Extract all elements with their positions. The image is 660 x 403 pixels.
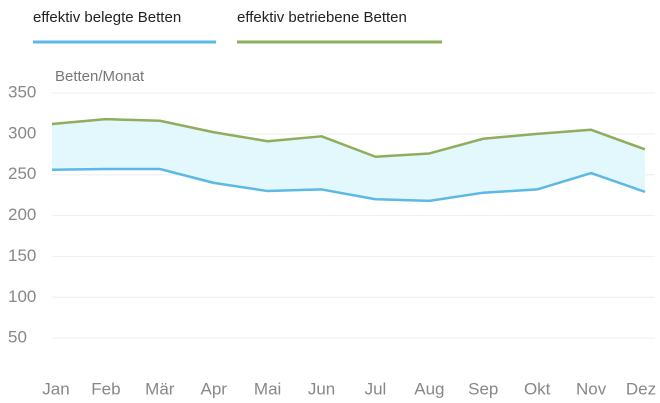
x-tick-label: Sep [468,379,498,398]
x-tick-label: Okt [524,379,551,398]
y-tick-label: 350 [8,82,36,101]
series-line [51,167,646,203]
legend-label: effektiv betriebene Betten [237,9,407,26]
y-tick-label: 50 [8,328,27,347]
x-tick-label: Jun [308,379,335,398]
y-tick-label: 250 [8,164,36,183]
legend-label: effektiv belegte Betten [33,9,181,26]
y-tick-label: 300 [8,123,36,142]
x-tick-label: Jul [365,379,387,398]
series-line [51,117,646,158]
x-tick-label: Mai [254,379,281,398]
x-tick-label: Apr [200,379,227,398]
x-tick-label: Nov [576,379,607,398]
x-tick-label: Mär [145,379,175,398]
y-tick-label: 200 [8,205,36,224]
y-tick-label: 150 [8,246,36,265]
x-tick-label: Aug [414,379,444,398]
area-between [52,119,645,201]
y-tick-label: 100 [8,287,36,306]
x-tick-label: Dez [626,379,656,398]
x-tick-label: Feb [91,379,120,398]
y-axis-label: Betten/Monat [55,68,145,85]
x-tick-label: Jan [42,379,69,398]
